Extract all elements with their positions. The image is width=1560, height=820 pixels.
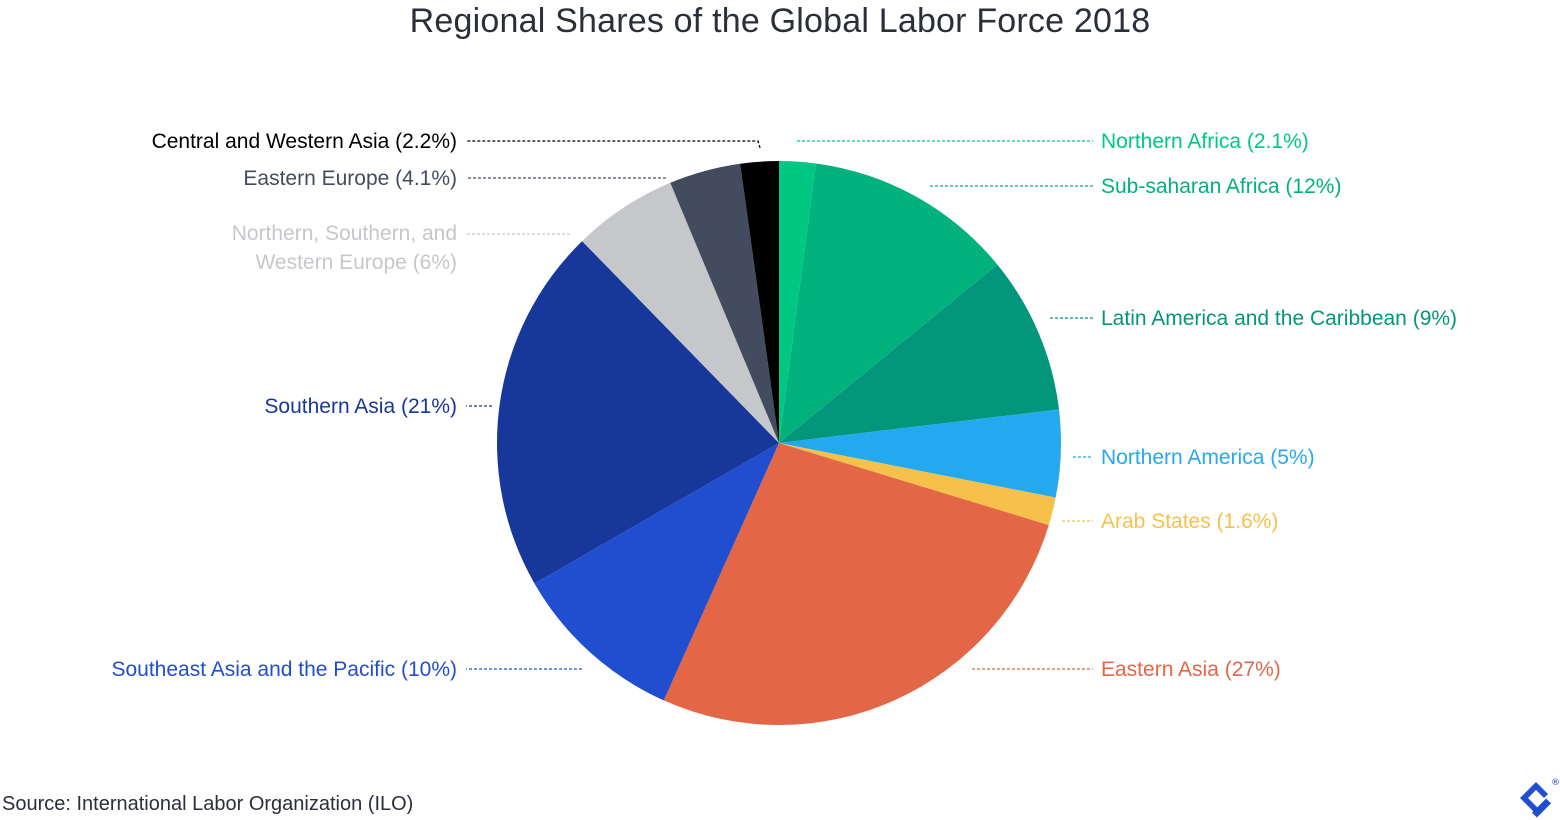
- pie-slice: [740, 161, 779, 443]
- pie-slice: [779, 443, 1056, 526]
- slice-label: Sub-saharan Africa (12%): [1101, 175, 1341, 198]
- slice-label: Southern Asia (21%): [264, 395, 457, 418]
- pie-slice: [534, 443, 779, 701]
- pie-slice: [779, 409, 1061, 498]
- brand-logo-icon: ®: [1520, 778, 1560, 818]
- pie-slice: [670, 163, 779, 443]
- svg-text:®: ®: [1551, 778, 1560, 788]
- slice-label: Central and Western Asia (2.2%): [152, 130, 457, 153]
- slice-label: Latin America and the Caribbean (9%): [1101, 307, 1457, 330]
- leader-line: [466, 140, 761, 149]
- source-note: Source: International Labor Organization…: [2, 793, 414, 815]
- slice-label: Eastern Asia (27%): [1101, 658, 1281, 681]
- slice-label: Arab States (1.6%): [1101, 510, 1278, 533]
- pie-slice: [779, 161, 817, 443]
- chart-title: Regional Shares of the Global Labor Forc…: [409, 2, 1151, 40]
- slice-label: Northern America (5%): [1101, 446, 1315, 469]
- slice-label: Northern, Southern, and Western Europe (6…: [232, 222, 457, 274]
- pie-slice: [582, 182, 779, 444]
- slice-label: Southeast Asia and the Pacific (10%): [111, 658, 457, 681]
- pie-slice: [779, 163, 998, 444]
- slice-label: Northern Africa (2.1%): [1101, 130, 1309, 153]
- pie-slice: [779, 264, 1059, 443]
- pie-slice: [663, 443, 1049, 725]
- slice-label: Eastern Europe (4.1%): [243, 167, 457, 190]
- pie-slice: [496, 241, 779, 584]
